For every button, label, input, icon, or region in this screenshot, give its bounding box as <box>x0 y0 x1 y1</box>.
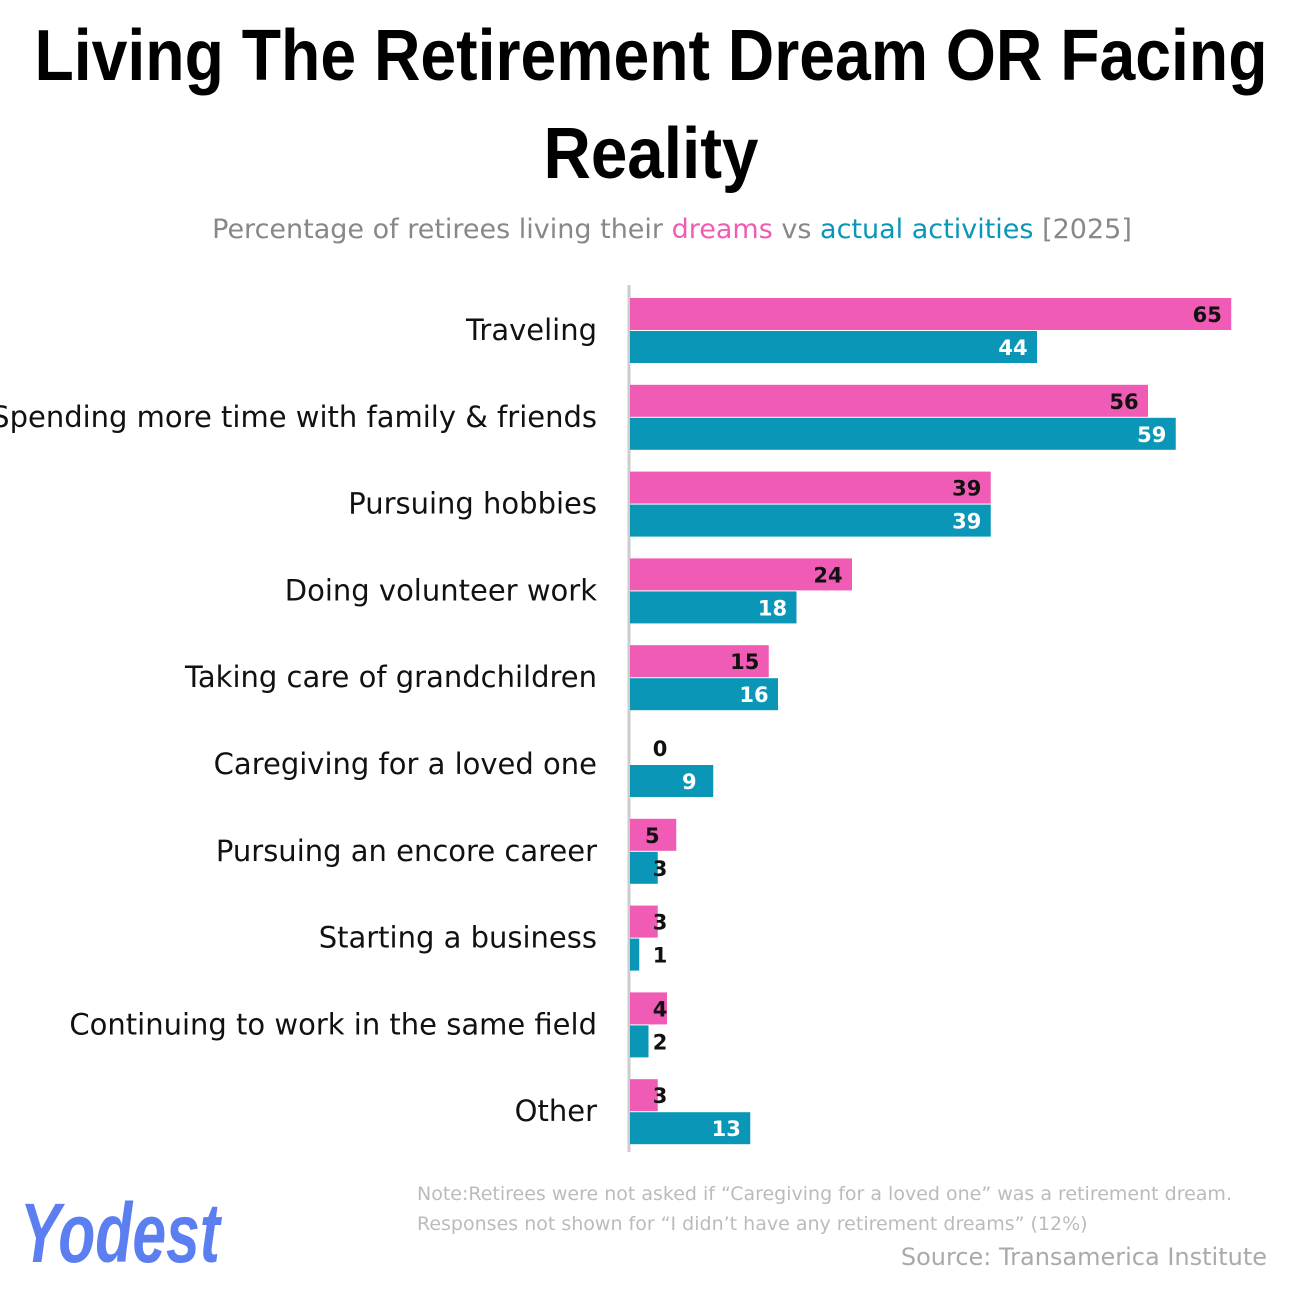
category-label: Traveling <box>465 313 597 347</box>
note: Responses not shown for “I didn’t have a… <box>417 1213 1088 1235</box>
category-label: Pursuing an encore career <box>216 834 597 868</box>
value-label: 39 <box>952 510 981 534</box>
bar <box>630 558 852 591</box>
bar <box>630 992 667 1025</box>
source: Source: Transamerica Institute <box>901 1243 1267 1271</box>
bar <box>630 1079 658 1112</box>
value-label: 56 <box>1109 390 1138 414</box>
category-label: Caregiving for a loved one <box>214 747 597 781</box>
value-label: 3 <box>653 857 668 881</box>
bar <box>630 298 1232 330</box>
category-label: Other <box>515 1094 597 1128</box>
value-label: 3 <box>653 911 668 935</box>
legend-entry: actual activities <box>820 214 1033 245</box>
value-label: 24 <box>813 563 842 587</box>
chart-subtitle: Percentage of retirees living their drea… <box>212 214 1132 245</box>
bar <box>630 645 769 678</box>
value-label: 9 <box>682 770 697 794</box>
bar <box>630 1112 751 1145</box>
subtitle-text: vs <box>781 214 811 245</box>
value-label: 16 <box>739 683 768 707</box>
category-label: Taking care of grandchildren <box>184 660 597 694</box>
chart-title: Living The Retirement Dream OR Facing <box>35 16 1268 96</box>
value-label: 59 <box>1137 423 1166 447</box>
legend-entry: dreams <box>672 214 773 245</box>
category-label: Spending more time with family & friends <box>0 400 597 434</box>
bar <box>630 818 677 851</box>
bar <box>630 384 1148 417</box>
category-label: Pursuing hobbies <box>348 487 597 521</box>
bar <box>630 765 714 797</box>
bar <box>630 851 658 884</box>
bar <box>630 504 991 537</box>
category-label: Starting a business <box>319 921 597 955</box>
subtitle-text: [2025] <box>1042 214 1132 245</box>
value-label: 5 <box>645 824 660 848</box>
bar <box>630 331 1037 363</box>
value-label: 2 <box>653 1030 668 1054</box>
value-label: 39 <box>952 477 981 501</box>
bar <box>630 938 640 971</box>
subtitle-text: Percentage of retirees living their <box>212 214 664 245</box>
value-label: 13 <box>712 1117 741 1141</box>
bar <box>630 905 658 938</box>
logo: Yodest <box>20 1186 222 1280</box>
value-label: 1 <box>653 944 668 968</box>
value-label: 0 <box>653 737 668 761</box>
value-label: 4 <box>653 997 668 1021</box>
value-label: 18 <box>758 596 787 620</box>
value-label: 65 <box>1193 303 1222 327</box>
category-label: Continuing to work in the same field <box>69 1007 597 1041</box>
value-label: 44 <box>998 336 1027 360</box>
category-label: Doing volunteer work <box>285 573 597 607</box>
value-label: 3 <box>653 1084 668 1108</box>
bar <box>630 471 991 504</box>
value-label: 15 <box>730 650 759 674</box>
bar <box>630 678 778 711</box>
bar <box>630 591 797 624</box>
bar <box>630 417 1176 450</box>
note: Note:Retirees were not asked if “Caregiv… <box>417 1183 1232 1205</box>
bar <box>630 1025 649 1058</box>
chart-title: Reality <box>544 114 759 194</box>
